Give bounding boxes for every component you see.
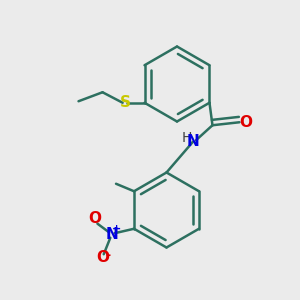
Text: N: N <box>105 227 118 242</box>
Text: +: + <box>112 224 121 234</box>
Text: -: - <box>105 249 110 262</box>
Text: O: O <box>88 211 101 226</box>
Text: S: S <box>119 95 130 110</box>
Text: O: O <box>96 250 109 265</box>
Text: N: N <box>187 134 200 149</box>
Text: H: H <box>182 131 192 145</box>
Text: O: O <box>240 115 253 130</box>
